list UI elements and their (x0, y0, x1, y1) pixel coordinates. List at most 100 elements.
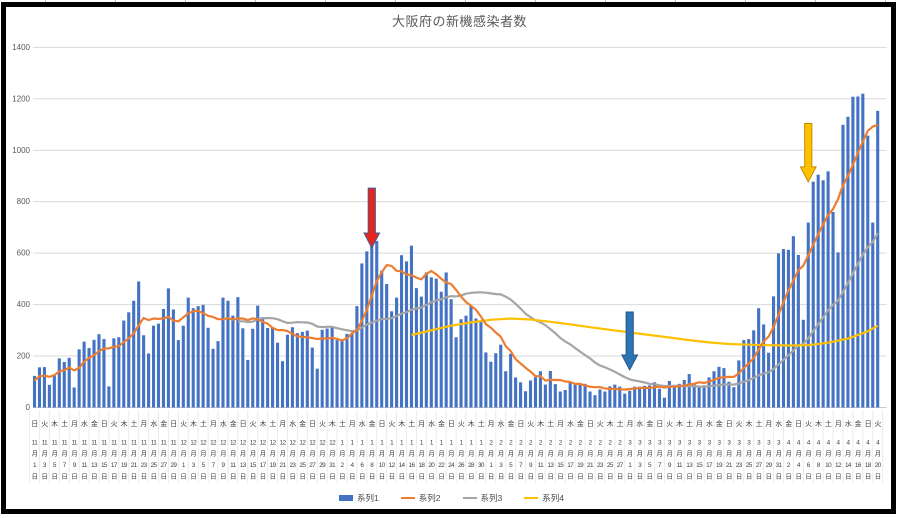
x-tick-label: 木 (190, 419, 197, 428)
x-tick-label: 金 (438, 419, 445, 428)
blue-arrow (621, 311, 639, 372)
x-tick-label: 7 (212, 462, 216, 469)
x-tick-label: 2 (549, 440, 553, 447)
x-tick-label: 日 (141, 473, 147, 481)
x-tick-label: 日 (736, 473, 742, 481)
x-tick-label: 27 (617, 462, 624, 469)
bar (285, 334, 290, 408)
x-tick-label: 日 (657, 473, 663, 481)
bar (196, 306, 200, 408)
x-tick-label: 水 (567, 419, 574, 428)
bar (687, 374, 691, 408)
chart-title: 大阪府の新機感染者数 (391, 14, 527, 29)
x-tick-label: 金 (507, 419, 514, 428)
x-tick-label: 2 (529, 440, 533, 447)
x-tick-label: 月 (736, 450, 742, 458)
bar (469, 305, 473, 408)
x-tick-label: 月 (637, 450, 643, 458)
x-tick-label: 6 (807, 462, 811, 469)
bar (613, 384, 617, 408)
bar (464, 315, 468, 408)
x-tick-label: 土 (200, 419, 207, 428)
x-tick-label: 2 (608, 440, 612, 447)
bar (375, 241, 379, 408)
legend-swatch (339, 495, 354, 501)
bar (474, 318, 478, 408)
bar (851, 96, 855, 408)
bar (479, 320, 483, 408)
x-tick-label: 日 (538, 473, 544, 481)
x-tick-label: 月 (567, 450, 573, 458)
series2-line (33, 123, 879, 391)
x-tick-label: 8 (817, 462, 821, 469)
x-tick-label: 水 (845, 419, 852, 428)
bar (494, 353, 498, 408)
x-tick-label: 3 (648, 440, 652, 447)
x-tick-label: 4 (876, 440, 880, 447)
x-tick-label: 月 (557, 450, 563, 458)
bar (176, 340, 180, 408)
x-tick-label: 3 (678, 440, 682, 447)
x-axis-labels: 日11月1日火11月3日木11月5日土11月7日月11月9日水11月11日金11… (31, 419, 882, 481)
x-tick-label: 9 (668, 462, 672, 469)
bar (310, 347, 314, 408)
bar (330, 326, 334, 408)
x-tick-label: 日 (766, 473, 772, 481)
x-tick-label: 火 (874, 420, 881, 428)
bar (395, 297, 399, 408)
bar (271, 327, 275, 408)
x-tick-label: 11 (62, 440, 68, 447)
x-tick-label: 4 (817, 440, 821, 447)
bar (241, 328, 245, 408)
x-tick-label: 日 (528, 473, 534, 481)
bar (37, 367, 42, 408)
bar (434, 278, 438, 408)
x-tick-label: 12 (329, 440, 336, 447)
x-tick-label: 日 (369, 473, 375, 481)
x-tick-label: 12 (260, 440, 267, 447)
y-tick-label: 600 (17, 249, 31, 258)
bar (707, 377, 711, 408)
x-tick-label: 日 (280, 473, 286, 481)
x-tick-label: 3 (757, 440, 761, 447)
x-tick-label: 土 (408, 419, 415, 428)
x-tick-label: 12 (230, 440, 237, 447)
bar (747, 339, 751, 408)
bar (82, 341, 86, 408)
bar (355, 306, 359, 408)
x-tick-label: 3 (658, 440, 662, 447)
x-tick-label: 3 (737, 440, 741, 447)
x-tick-label: 水 (706, 419, 713, 428)
x-tick-label: 土 (547, 419, 554, 428)
x-tick-label: 金 (646, 419, 653, 428)
x-tick-label: 24 (448, 462, 455, 469)
worksheet-gridline-tick (255, 0, 256, 3)
worksheet-gridline-tick (395, 0, 396, 3)
x-tick-label: 日 (637, 473, 643, 481)
x-tick-label: 日 (696, 473, 702, 481)
x-tick-label: 日 (786, 473, 792, 481)
x-tick-label: 11 (230, 462, 236, 469)
bar (77, 349, 81, 408)
bar (732, 387, 736, 408)
x-tick-label: 月 (81, 450, 87, 458)
x-tick-label: 日 (716, 473, 722, 481)
bar (419, 296, 423, 408)
x-tick-label: 月 (240, 450, 246, 458)
bar (52, 375, 56, 408)
worksheet-gridline-tick (745, 0, 746, 3)
x-tick-label: 3 (638, 462, 642, 469)
x-tick-label: 月 (765, 420, 771, 428)
y-tick-label: 400 (17, 300, 31, 309)
x-tick-label: 月 (795, 450, 801, 458)
x-tick-label: 日 (290, 473, 296, 481)
x-tick-label: 日 (676, 473, 682, 481)
series4-line (411, 317, 879, 347)
bar (548, 370, 552, 408)
y-tick-label: 1400 (12, 43, 30, 52)
x-tick-label: 日 (270, 473, 276, 481)
x-tick-label: 2 (579, 440, 583, 447)
x-tick-label: 土 (617, 419, 624, 428)
x-tick-label: 15 (557, 462, 564, 469)
x-tick-label: 月 (220, 450, 226, 458)
